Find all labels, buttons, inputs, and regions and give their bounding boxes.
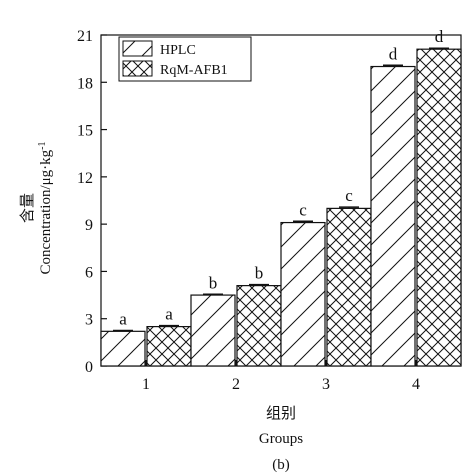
significance-letter: a <box>119 310 127 329</box>
significance-letter: d <box>435 27 444 46</box>
legend-swatch-hplc <box>122 40 153 57</box>
y-tick-label: 12 <box>77 170 93 187</box>
legend-label-rqm-afb1: RqM-AFB1 <box>160 63 228 78</box>
significance-letter: a <box>165 305 173 324</box>
y-axis-label-cn: 含量 <box>19 193 36 223</box>
x-axis-label-cn: 组别 <box>266 405 296 422</box>
y-tick-label: 0 <box>85 359 93 376</box>
y-tick-label: 9 <box>85 217 93 234</box>
bar-hplc-3 <box>280 221 326 367</box>
y-tick-label: 15 <box>77 123 93 140</box>
y-axis-label-en-main: Concentration/μg·kg <box>38 149 54 274</box>
significance-letter: b <box>255 264 264 283</box>
significance-letter: b <box>209 273 218 292</box>
y-tick-label: 3 <box>85 312 93 329</box>
y-axis-label: 含量 Concentration/μg·kg-1 <box>19 141 54 274</box>
bar-hplc-4 <box>370 65 416 367</box>
y-axis-label-en: Concentration/μg·kg-1 <box>37 141 55 274</box>
bar-hplc-2 <box>190 294 236 367</box>
y-tick-label: 18 <box>77 75 93 92</box>
legend-label-hplc: HPLC <box>160 43 196 58</box>
y-tick-label: 6 <box>85 264 93 281</box>
x-tick-label: 3 <box>322 376 330 393</box>
bar-rqm-afb1-3 <box>326 207 372 367</box>
y-tick-label: 21 <box>77 28 93 45</box>
x-tick-label: 2 <box>232 376 240 393</box>
legend: HPLC RqM-AFB1 <box>118 36 252 82</box>
significance-letter: d <box>389 44 398 63</box>
legend-swatch-rqm-afb1 <box>122 60 153 77</box>
bars: a a b b c c d d <box>100 27 462 367</box>
x-axis-label-en: Groups <box>259 431 303 447</box>
significance-letter: c <box>299 200 307 219</box>
panel-label: (b) <box>272 457 290 473</box>
bar-rqm-afb1-1 <box>146 325 192 367</box>
bar-hplc-1 <box>100 330 146 367</box>
y-axis-label-exponent: -1 <box>37 141 48 149</box>
bar-rqm-afb1-2 <box>236 285 282 367</box>
x-tick-label: 1 <box>142 376 150 393</box>
significance-letter: c <box>345 186 353 205</box>
x-tick-label: 4 <box>412 376 420 393</box>
bar-rqm-afb1-4 <box>416 48 462 367</box>
